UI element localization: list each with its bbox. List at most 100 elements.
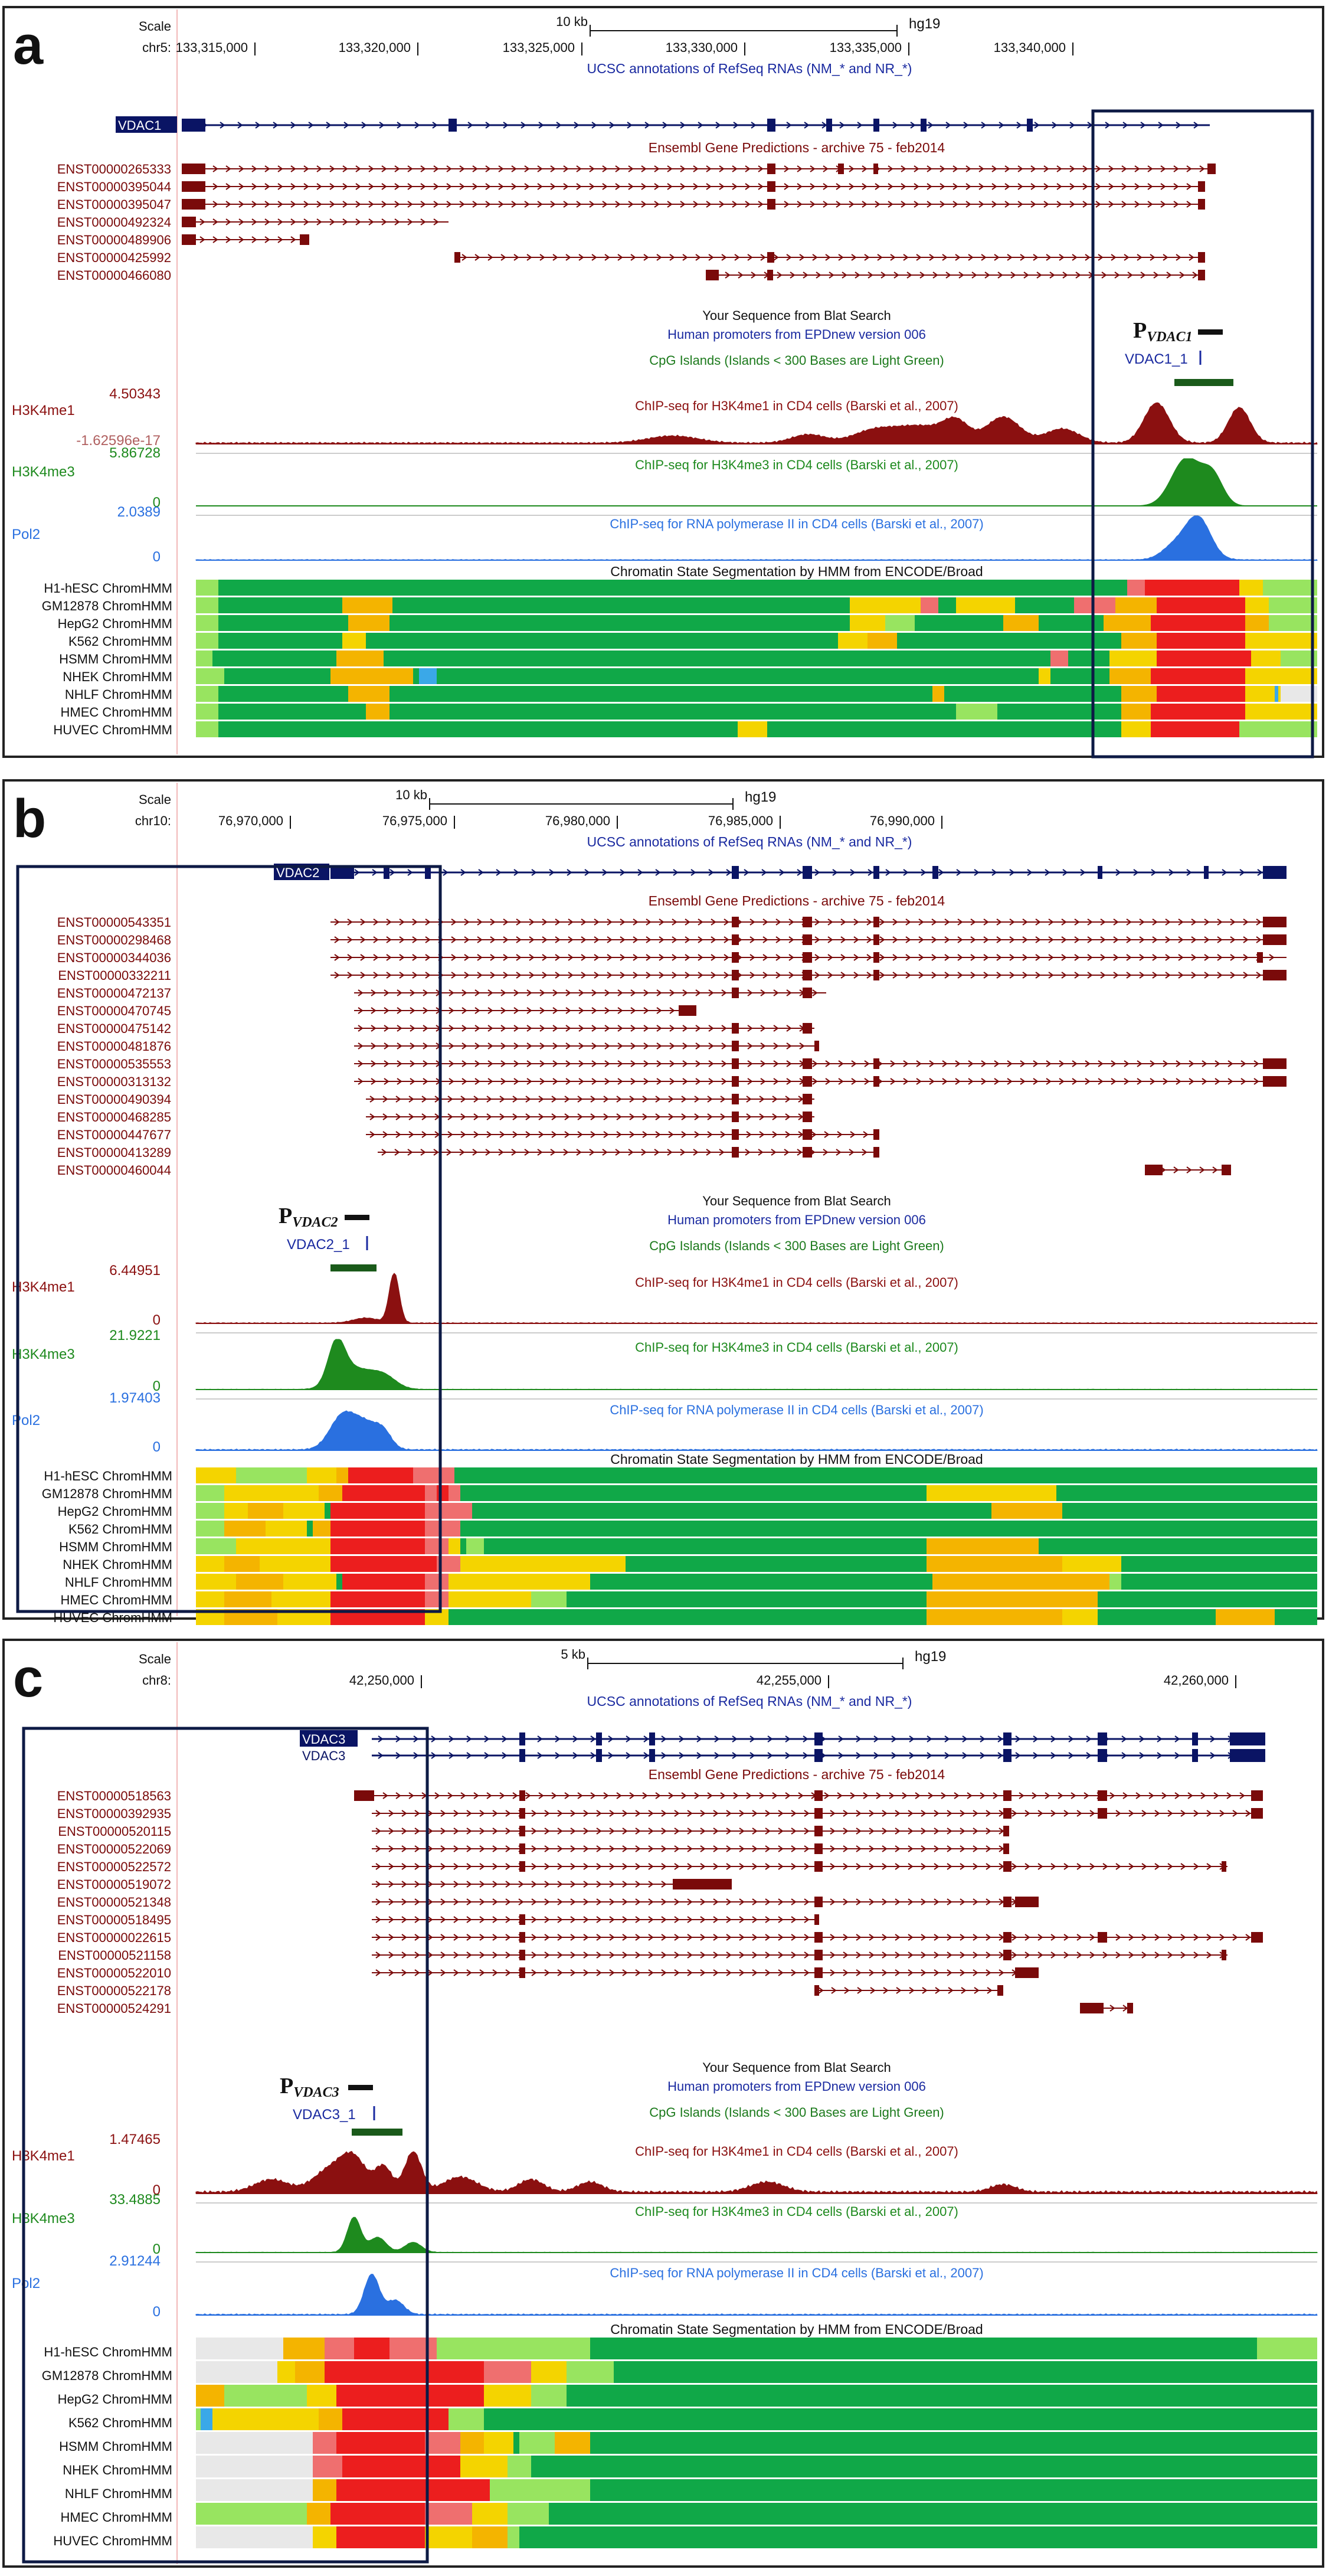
axis-tick-label: 42,255,000	[757, 1673, 821, 1688]
ensembl-exon	[732, 988, 739, 998]
chromhmm-segment	[425, 1591, 449, 1608]
chromhmm-segment	[460, 2432, 484, 2454]
chromhmm-segment	[425, 2479, 490, 2502]
refseq-exon	[1204, 866, 1209, 879]
pol2-zero: 0	[153, 1439, 161, 1455]
chromhmm-row-4	[196, 1538, 1317, 1555]
h3k4me3-zero: 0	[153, 2241, 161, 2257]
chromhmm-segment	[449, 1503, 472, 1519]
h3k4me3-max: 5.86728	[109, 445, 161, 461]
chromhmm-row-8	[196, 721, 1317, 738]
promoter-label: PVDAC3	[280, 2074, 339, 2100]
ensembl-transcript-label: ENST00000298468	[57, 933, 171, 947]
chromhmm-segment	[472, 2503, 508, 2525]
refseq-exon	[330, 866, 354, 879]
cpg-island	[330, 1264, 377, 1271]
ensembl-exon	[803, 970, 812, 980]
chromhmm-segment	[196, 721, 218, 738]
ensembl-exon	[1263, 917, 1287, 927]
chromhmm-segment	[932, 1574, 1109, 1590]
ensembl-exon	[732, 1112, 739, 1122]
chromhmm-segment	[196, 2503, 307, 2525]
ensembl-exon	[1003, 1861, 1012, 1872]
refseq-gene-highlight	[300, 1730, 358, 1747]
ensembl-transcript-label: ENST00000468285	[57, 1110, 171, 1124]
chromhmm-segment	[313, 1521, 330, 1537]
chromhmm-segment	[513, 2479, 590, 2502]
strand-arrows	[334, 918, 1275, 926]
chromhmm-cell-line-label: K562 ChromHMM	[68, 1522, 172, 1537]
chromhmm-segment	[1157, 633, 1245, 649]
ensembl-transcript-label: ENST00000313132	[57, 1074, 171, 1089]
chromhmm-row-2	[196, 2385, 1317, 2408]
ensembl-exon	[519, 1950, 525, 1960]
refseq-gene-name: VDAC3	[302, 1748, 345, 1763]
ensembl-transcript-label: ENST00000466080	[57, 268, 171, 283]
ensembl-track-title: Ensembl Gene Predictions - archive 75 - …	[649, 1767, 945, 1782]
chromhmm-segment	[425, 2456, 460, 2478]
ensembl-exon	[873, 952, 879, 963]
axis-tick-label: 76,985,000	[708, 813, 773, 828]
refseq-exon	[1003, 1749, 1012, 1762]
refseq-exon	[1027, 119, 1033, 132]
scale-bar-label: 10 kb	[395, 787, 427, 802]
chromhmm-segment	[466, 1538, 484, 1555]
ensembl-exon	[1198, 252, 1205, 263]
h3k4me1-label: H3K4me1	[12, 403, 75, 419]
strand-arrows	[378, 1735, 1251, 1743]
chromhmm-segment	[283, 1503, 325, 1519]
chromhmm-cell-line-label: NHEK ChromHMM	[63, 2463, 172, 2477]
ensembl-transcript-label: ENST00000022615	[57, 1930, 171, 1945]
promoter-region-box	[16, 865, 442, 1613]
chromhmm-segment	[1050, 650, 1068, 667]
ensembl-transcript-label: ENST00000413289	[57, 1145, 171, 1160]
pol2-label: Pol2	[12, 2276, 40, 2291]
ensembl-exon	[1003, 1897, 1012, 1907]
strand-arrows	[369, 1113, 804, 1120]
assembly-label: hg19	[909, 16, 940, 32]
ensembl-exon	[767, 270, 773, 280]
chromhmm-segment	[1239, 721, 1317, 738]
chromhmm-segment	[425, 2432, 460, 2454]
h3k4me3-label: H3K4me3	[12, 464, 75, 480]
axis-tick-label: 133,335,000	[830, 40, 902, 55]
refseq-exon	[182, 119, 205, 132]
chromhmm-segment	[1121, 633, 1157, 649]
scale-bar-label: 10 kb	[556, 14, 588, 29]
chromhmm-row-4	[196, 650, 1317, 668]
ensembl-exon	[1098, 1932, 1107, 1943]
chromhmm-row-1	[196, 1485, 1317, 1502]
refseq-exon	[803, 866, 812, 879]
chromhmm-segment	[1245, 668, 1317, 685]
ensembl-exon	[732, 917, 739, 927]
chromhmm-segment	[325, 2338, 354, 2360]
refseq-exon	[1003, 1732, 1012, 1745]
chromhmm-segment	[1157, 686, 1245, 702]
h3k4me1-track-title: ChIP-seq for H3K4me1 in CD4 cells (Barsk…	[635, 2144, 958, 2159]
ensembl-exon	[519, 1790, 525, 1801]
ensembl-exon	[454, 252, 460, 263]
ensembl-exon	[803, 1094, 812, 1104]
chromhmm-segment	[956, 704, 997, 720]
chromhmm-segment	[484, 2432, 513, 2454]
promoter-label: PVDAC1	[1133, 318, 1193, 345]
chromhmm-segment	[277, 2361, 295, 2384]
refseq-exon	[1230, 1732, 1265, 1745]
refseq-gene-highlight	[116, 116, 177, 133]
refseq-exon	[1098, 1749, 1107, 1762]
ensembl-exon	[873, 164, 878, 174]
chromhmm-segment	[271, 1591, 330, 1608]
chromhmm-segment	[330, 1538, 425, 1555]
chromhmm-cell-line-label: HepG2 ChromHMM	[58, 2392, 172, 2407]
ensembl-transcript-label: ENST00000447677	[57, 1127, 171, 1142]
chromhmm-cell-line-label: HSMM ChromHMM	[59, 652, 172, 666]
strand-arrows	[1160, 1166, 1218, 1173]
ensembl-exon	[873, 970, 879, 980]
ensembl-exon	[1263, 1058, 1287, 1069]
panel-letter: b	[13, 789, 46, 849]
blat-track-title: Your Sequence from Blat Search	[702, 308, 891, 323]
refseq-exon	[732, 866, 739, 879]
ensembl-exon	[873, 1147, 879, 1158]
refseq-track-title: UCSC annotations of RefSeq RNAs (NM_* an…	[587, 1694, 912, 1709]
panel-b: b Scale 10 kb hg19 chr10: 76,970,000 76,975,00…	[2, 779, 1324, 1626]
